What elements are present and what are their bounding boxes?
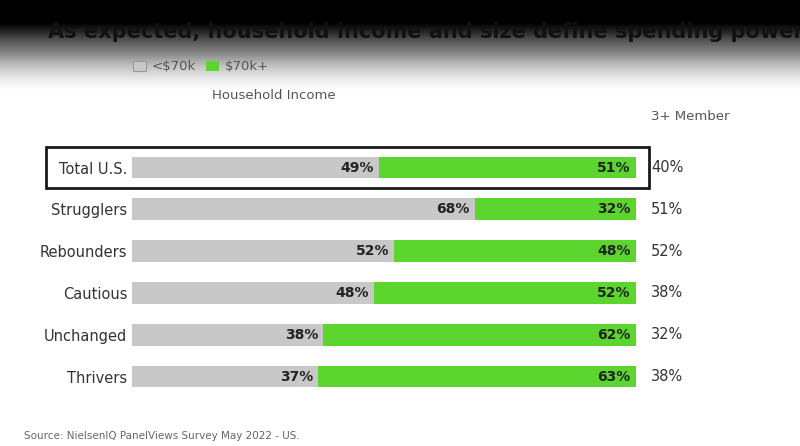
Bar xyxy=(132,198,474,220)
Text: 51%: 51% xyxy=(597,161,630,174)
Legend: <$70k, $70k+: <$70k, $70k+ xyxy=(128,55,274,79)
Text: 48%: 48% xyxy=(597,244,630,258)
Text: 32%: 32% xyxy=(651,327,683,342)
Text: 37%: 37% xyxy=(280,370,314,384)
Text: 52%: 52% xyxy=(355,244,389,258)
Bar xyxy=(374,282,636,304)
Text: 48%: 48% xyxy=(335,286,369,300)
Bar xyxy=(323,324,636,346)
Text: 51%: 51% xyxy=(651,202,683,217)
Bar xyxy=(474,198,636,220)
Bar xyxy=(318,366,636,388)
Bar xyxy=(132,366,318,388)
Text: 38%: 38% xyxy=(651,285,683,301)
Text: 52%: 52% xyxy=(597,286,630,300)
Text: 40%: 40% xyxy=(651,160,683,175)
Text: 68%: 68% xyxy=(436,202,470,216)
Bar xyxy=(394,240,636,262)
Bar xyxy=(132,282,374,304)
Text: As expected, household income and size define spending power: As expected, household income and size d… xyxy=(48,22,800,42)
Text: Household Income: Household Income xyxy=(212,89,336,103)
Bar xyxy=(379,157,636,178)
Text: 63%: 63% xyxy=(598,370,630,384)
Text: 62%: 62% xyxy=(598,328,630,342)
Text: 38%: 38% xyxy=(651,369,683,384)
Text: 52%: 52% xyxy=(651,244,683,259)
Bar xyxy=(132,240,394,262)
Bar xyxy=(132,157,379,178)
Bar xyxy=(132,324,323,346)
Text: Source: NielsenIQ PanelViews Survey May 2022 - US.: Source: NielsenIQ PanelViews Survey May … xyxy=(24,431,300,441)
Text: 3+ Member: 3+ Member xyxy=(651,110,730,123)
Text: 32%: 32% xyxy=(598,202,630,216)
Text: 49%: 49% xyxy=(341,161,374,174)
Text: 38%: 38% xyxy=(285,328,318,342)
